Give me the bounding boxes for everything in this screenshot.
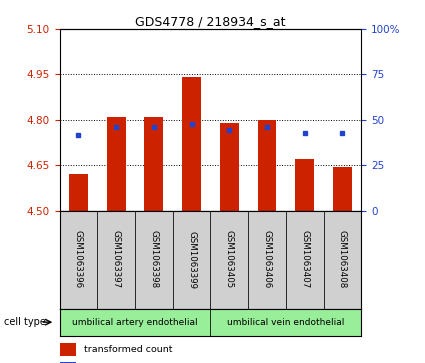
Text: transformed count: transformed count [84,345,172,354]
Text: GSM1063408: GSM1063408 [338,231,347,289]
Bar [173,211,210,309]
Bar [248,211,286,309]
Bar [60,211,97,309]
Bar [286,211,323,309]
Bar [60,362,76,363]
Bar [210,309,361,336]
Bar [323,211,361,309]
Bar [135,211,173,309]
Bar [60,343,76,356]
Bar [210,211,248,309]
Text: umbilical vein endothelial: umbilical vein endothelial [227,318,345,327]
Text: GSM1063407: GSM1063407 [300,231,309,289]
Bar [258,120,276,211]
Bar [182,77,201,211]
Bar [69,174,88,211]
Text: GSM1063405: GSM1063405 [225,231,234,289]
Text: cell type: cell type [4,317,46,327]
Bar [60,309,210,336]
Text: GSM1063399: GSM1063399 [187,231,196,289]
Bar [295,159,314,211]
Text: GSM1063396: GSM1063396 [74,231,83,289]
Bar [220,123,239,211]
Text: GSM1063406: GSM1063406 [263,231,272,289]
Bar [107,117,125,211]
Text: umbilical artery endothelial: umbilical artery endothelial [72,318,198,327]
Bar [97,211,135,309]
Text: GSM1063397: GSM1063397 [112,231,121,289]
Text: GSM1063398: GSM1063398 [149,231,158,289]
Bar [144,117,163,211]
Bar [333,167,352,211]
Title: GDS4778 / 218934_s_at: GDS4778 / 218934_s_at [135,15,286,28]
